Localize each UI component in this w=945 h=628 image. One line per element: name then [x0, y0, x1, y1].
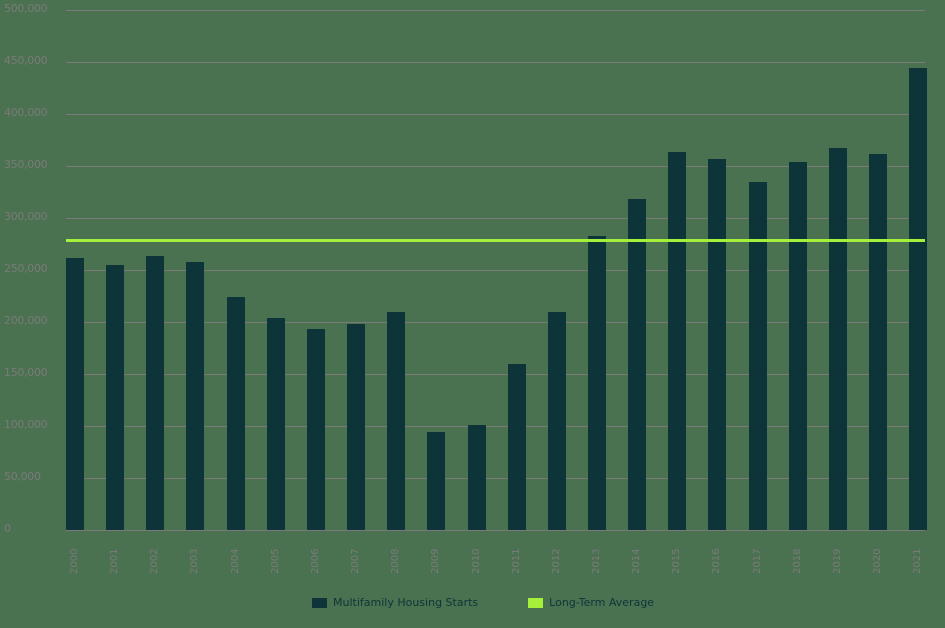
x-axis-tick-label: 2003 [189, 548, 201, 574]
y-axis-tick-label: 250,000 [4, 262, 48, 275]
gridline [66, 62, 925, 63]
y-axis-tick-label: 300,000 [4, 210, 48, 223]
legend-item-housing-starts: Multifamily Housing Starts [312, 596, 478, 609]
bar-2002 [146, 255, 165, 530]
x-axis-tick-label: 2010 [470, 548, 482, 574]
legend-label: Multifamily Housing Starts [333, 596, 479, 609]
bar-2009 [427, 432, 446, 530]
x-axis-tick-label: 2000 [69, 548, 80, 574]
y-axis-tick-label: 350,000 [4, 158, 48, 171]
bar-2019 [828, 148, 847, 530]
gridline [66, 114, 925, 115]
x-axis-tick-label: 2007 [350, 548, 362, 574]
bar-2004 [226, 297, 245, 530]
x-axis-tick-label: 2016 [711, 548, 723, 574]
bar-2021 [909, 68, 928, 530]
x-axis-tick-label: 2008 [390, 548, 402, 574]
gridline [66, 10, 925, 11]
x-axis-tick-label: 2020 [872, 548, 883, 574]
bar-2013 [587, 235, 606, 530]
legend: Multifamily Housing Starts Long-Term Ave… [312, 596, 704, 609]
x-axis-tick-label: 2009 [430, 548, 442, 574]
y-axis-tick-label: 200,000 [4, 314, 48, 327]
gridline [66, 374, 925, 375]
bar-2000 [66, 258, 84, 530]
gridline [66, 270, 925, 271]
x-axis-tick-label: 2018 [791, 548, 803, 574]
x-axis-tick-label: 2014 [631, 548, 643, 574]
bar-2020 [869, 154, 887, 530]
x-axis-tick-label: 2005 [269, 548, 281, 574]
gridline [66, 530, 925, 531]
y-axis-tick-label: 150,000 [4, 366, 48, 379]
legend-item-long-term-average: Long-Term Average [528, 596, 654, 609]
gridline [66, 426, 925, 427]
bar-2005 [266, 317, 285, 530]
y-axis-tick-label: 450,000 [4, 54, 48, 67]
x-axis-tick-label: 2017 [751, 548, 763, 574]
bar-2018 [788, 161, 807, 530]
y-axis-tick-label: 100,000 [4, 418, 48, 431]
bar-2007 [347, 324, 366, 530]
y-axis-tick-label: 0 [4, 522, 11, 535]
bar-2015 [668, 151, 687, 530]
bar-2011 [507, 363, 526, 530]
x-axis-tick-label: 2013 [590, 548, 602, 574]
legend-swatch-housing-starts [312, 597, 327, 608]
x-axis-tick-label: 2012 [550, 548, 562, 574]
x-axis-tick-label: 2019 [831, 548, 843, 574]
x-axis-tick-label: 2015 [671, 548, 683, 574]
bar-2008 [387, 312, 406, 530]
bar-2010 [467, 424, 486, 530]
bar-2017 [748, 182, 767, 530]
gridline [66, 478, 925, 479]
gridline [66, 218, 925, 219]
legend-label: Long-Term Average [549, 596, 655, 609]
bar-2006 [306, 329, 325, 530]
bar-2016 [708, 158, 727, 530]
x-axis-tick-label: 2001 [109, 548, 121, 574]
bar-2003 [186, 261, 205, 530]
y-axis-tick-label: 400,000 [4, 106, 48, 119]
x-axis-tick-label: 2006 [309, 548, 321, 574]
y-axis-tick-label: 50,000 [4, 470, 41, 483]
x-axis-tick-label: 2021 [912, 548, 924, 574]
legend-swatch-long-term-average [528, 597, 544, 608]
gridline [66, 166, 925, 167]
y-axis-tick-label: 500,000 [4, 2, 48, 15]
bar-2014 [628, 199, 647, 530]
bar-2001 [106, 264, 125, 530]
x-axis-tick-label: 2002 [149, 548, 161, 574]
bar-2012 [547, 312, 566, 530]
x-axis-tick-label: 2011 [510, 548, 522, 574]
x-axis-tick-label: 2004 [229, 548, 241, 574]
long-term-average-line [66, 238, 925, 242]
gridline [66, 322, 925, 323]
